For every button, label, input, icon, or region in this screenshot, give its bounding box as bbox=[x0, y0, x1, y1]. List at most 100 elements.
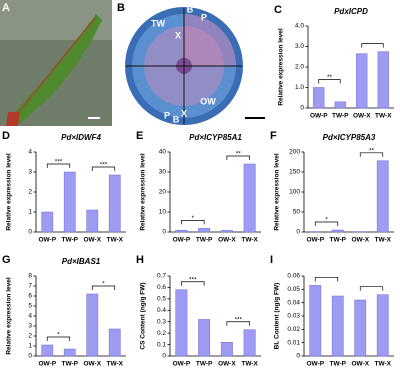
y-tick-label: 0.3 bbox=[157, 318, 166, 325]
bar bbox=[309, 285, 322, 357]
y-tick-label: 0.6 bbox=[157, 284, 166, 291]
x-tick-label: OW-P bbox=[310, 113, 328, 120]
y-tick-label: 0 bbox=[162, 229, 166, 236]
x-tick-label: OW-P bbox=[306, 237, 324, 244]
y-tick-label: 0.1 bbox=[157, 341, 166, 348]
y-tick-label: 3.0 bbox=[295, 43, 304, 50]
y-axis-label: Relative expression level bbox=[140, 153, 147, 231]
y-tick-label: 6 bbox=[28, 293, 32, 300]
significance-bracket bbox=[181, 220, 205, 225]
x-tick-label: TW-P bbox=[196, 237, 213, 244]
significance-bracket bbox=[46, 163, 71, 168]
x-tick-label: TW-X bbox=[241, 361, 258, 368]
y-tick-label: 40 bbox=[159, 149, 167, 156]
x-tick-label: TW-X bbox=[375, 237, 392, 244]
bar bbox=[198, 228, 211, 233]
y-tick-label: 0.02 bbox=[287, 326, 300, 333]
significance-label: *** bbox=[100, 162, 108, 169]
x-tick-label: TW-X bbox=[375, 361, 392, 368]
bar bbox=[41, 211, 54, 233]
x-tick-label: OW-X bbox=[83, 237, 101, 244]
significance-bracket bbox=[226, 155, 250, 160]
y-tick-label: 0.7 bbox=[157, 273, 166, 280]
x-tick-label: OW-P bbox=[38, 361, 56, 368]
y-tick-label: 0 bbox=[296, 353, 300, 360]
section-label: P bbox=[201, 12, 207, 22]
bar bbox=[376, 160, 389, 233]
y-tick-label: 4.0 bbox=[295, 23, 304, 30]
x-tick-label: TW-X bbox=[375, 113, 392, 120]
x-tick-label: TW-P bbox=[196, 361, 213, 368]
y-tick-label: 50 bbox=[293, 209, 301, 216]
significance-label: *** bbox=[234, 316, 242, 323]
bar bbox=[243, 329, 256, 357]
x-tick-label: OW-P bbox=[173, 361, 191, 368]
y-tick-label: 0.04 bbox=[287, 299, 300, 306]
y-axis-label: CS Content (ng/g FW) bbox=[140, 282, 147, 349]
section-label: TW bbox=[151, 18, 165, 28]
y-tick-label: 100 bbox=[289, 189, 300, 196]
section-label: OW bbox=[200, 96, 216, 106]
significance-bracket bbox=[91, 166, 116, 171]
y-tick-label: 1.0 bbox=[295, 84, 304, 91]
y-tick-label: 3 bbox=[28, 169, 32, 176]
bar bbox=[108, 328, 121, 357]
significance-label: * bbox=[57, 332, 60, 339]
y-tick-label: 8 bbox=[28, 273, 32, 280]
y-tick-label: 2.0 bbox=[295, 64, 304, 71]
bar bbox=[354, 299, 367, 357]
section-label: X bbox=[175, 30, 181, 40]
y-tick-label: 1 bbox=[28, 343, 32, 350]
y-tick-label: 0 bbox=[300, 105, 304, 112]
chart-title: Pd×IBAS1 bbox=[62, 257, 101, 266]
section-label: P bbox=[164, 110, 170, 120]
significance-label: ** bbox=[369, 148, 375, 155]
chart-title: Pd×ICYP85A3 bbox=[323, 133, 376, 142]
y-axis-label: BL Content (ng/g FW) bbox=[274, 283, 281, 350]
x-tick-label: TW-X bbox=[107, 237, 124, 244]
y-tick-label: 10 bbox=[159, 209, 167, 216]
y-tick-label: 0 bbox=[28, 353, 32, 360]
x-tick-label: TW-P bbox=[62, 237, 79, 244]
significance-bracket bbox=[226, 321, 250, 326]
x-tick-label: TW-P bbox=[62, 361, 79, 368]
bar bbox=[198, 319, 211, 357]
y-tick-label: 0.01 bbox=[287, 339, 300, 346]
significance-bracket bbox=[46, 336, 71, 341]
bar bbox=[41, 344, 54, 357]
significance-label: *** bbox=[55, 159, 63, 166]
x-tick-label: OW-X bbox=[353, 113, 371, 120]
significance-label: * bbox=[325, 217, 328, 224]
y-tick-label: 0 bbox=[162, 353, 166, 360]
significance-label: ** bbox=[236, 151, 242, 158]
bar bbox=[220, 342, 233, 357]
bar bbox=[313, 87, 325, 109]
section-label: X bbox=[181, 108, 187, 118]
bar bbox=[331, 229, 344, 233]
significance-bracket bbox=[314, 276, 339, 282]
y-tick-label: 7 bbox=[28, 283, 32, 290]
bar bbox=[220, 230, 233, 233]
significance-label: * bbox=[102, 281, 105, 288]
y-tick-label: 20 bbox=[159, 189, 167, 196]
y-tick-label: 0 bbox=[28, 229, 32, 236]
bar bbox=[356, 53, 368, 109]
y-tick-label: 4 bbox=[28, 313, 32, 320]
bar bbox=[175, 289, 188, 357]
x-tick-label: OW-P bbox=[173, 237, 191, 244]
x-tick-label: TW-P bbox=[330, 361, 347, 368]
x-tick-label: OW-X bbox=[351, 361, 369, 368]
y-axis-label: Relative expression level bbox=[6, 153, 13, 231]
panel-label: A bbox=[2, 2, 10, 14]
section-label: B bbox=[187, 4, 194, 14]
x-tick-label: TW-X bbox=[241, 237, 258, 244]
y-tick-label: 0.06 bbox=[287, 273, 300, 280]
bar bbox=[377, 51, 389, 109]
significance-bracket bbox=[314, 221, 339, 226]
panel-label: C bbox=[274, 4, 282, 16]
x-tick-label: OW-P bbox=[38, 237, 56, 244]
y-tick-label: 150 bbox=[289, 169, 300, 176]
y-tick-label: 0 bbox=[296, 229, 300, 236]
y-tick-label: 2 bbox=[28, 333, 32, 340]
